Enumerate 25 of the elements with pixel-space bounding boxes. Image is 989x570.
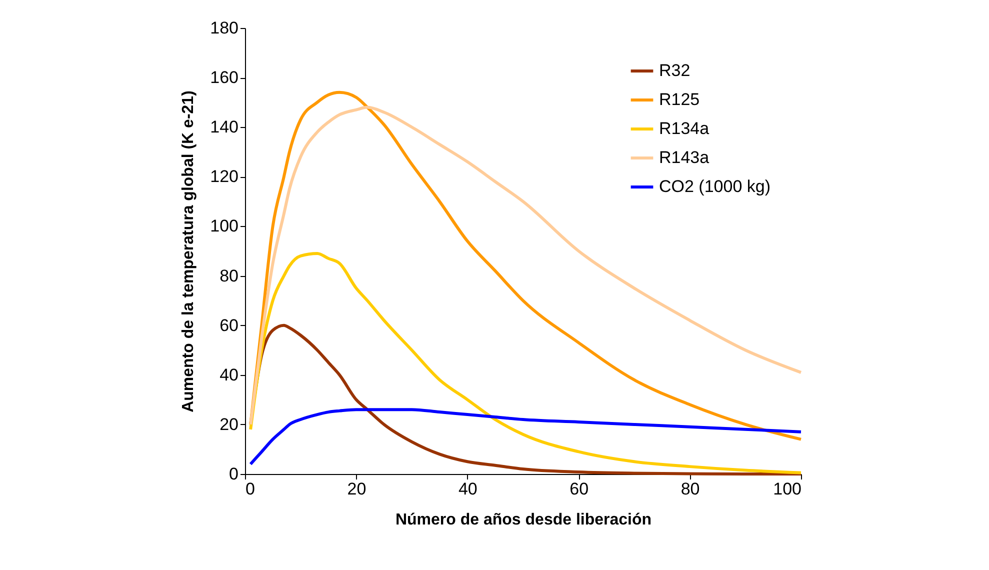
legend-label: R125 <box>659 90 700 109</box>
y-tick-label: 180 <box>210 18 238 38</box>
line-series <box>249 252 802 474</box>
y-tick-label: 0 <box>229 464 238 484</box>
y-tick-label: 60 <box>220 316 238 335</box>
x-tick-label: 80 <box>680 480 700 498</box>
y-tick-label: 80 <box>220 266 238 286</box>
x-tick-label: 0 <box>246 480 255 498</box>
legend-label: R134a <box>659 119 710 138</box>
legend-label: R143a <box>659 148 710 167</box>
y-tick-label: 20 <box>220 414 238 434</box>
y-tick-label: 100 <box>210 216 238 236</box>
y-tick-label: 40 <box>220 365 238 384</box>
y-tick-label: 120 <box>210 167 238 186</box>
y-tick-label: 140 <box>210 118 238 137</box>
x-tick-label: 60 <box>570 480 589 498</box>
line-series <box>249 408 802 466</box>
y-axis-title: Aumento de la temperatura global (K e-21) <box>180 90 198 412</box>
x-tick-label: 100 <box>773 480 802 498</box>
y-tick-label: 160 <box>210 68 238 88</box>
legend-label: CO2 (1000 kg) <box>659 177 770 196</box>
legend-label: R32 <box>659 61 690 80</box>
x-tick-label: 40 <box>458 480 478 498</box>
x-tick-label: 20 <box>347 480 366 498</box>
x-axis-title: Número de años desde liberación <box>395 512 652 528</box>
